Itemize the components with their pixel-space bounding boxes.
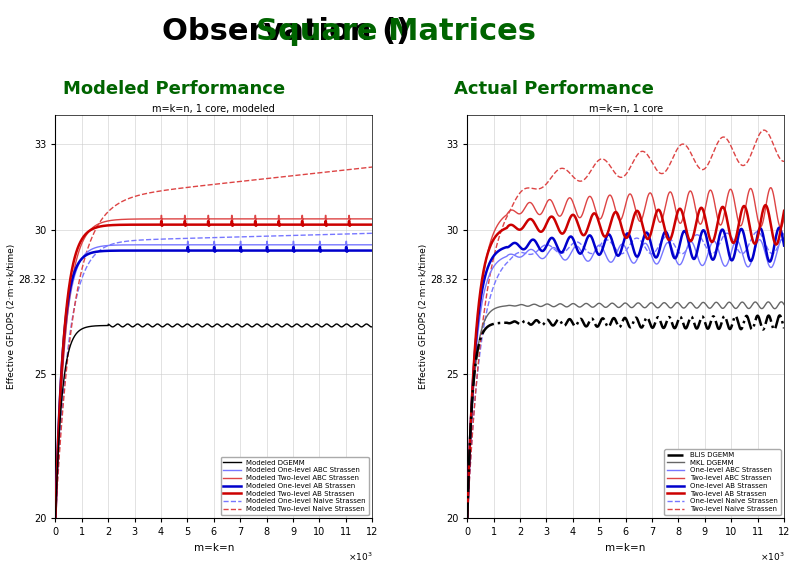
Legend: Modeled DGEMM, Modeled One-level ABC Strassen, Modeled Two-level ABC Strassen, M: Modeled DGEMM, Modeled One-level ABC Str…: [221, 457, 369, 515]
Title: m=k=n, 1 core: m=k=n, 1 core: [588, 104, 663, 115]
Text: Actual Performance: Actual Performance: [455, 80, 654, 98]
Text: $\times$10$^3$: $\times$10$^3$: [348, 551, 372, 563]
X-axis label: m=k=n: m=k=n: [606, 543, 645, 553]
Text: Observation (: Observation (: [162, 17, 396, 46]
Text: ): ): [396, 17, 410, 46]
Text: $\times$10$^3$: $\times$10$^3$: [760, 551, 784, 563]
Title: m=k=n, 1 core, modeled: m=k=n, 1 core, modeled: [153, 104, 275, 115]
Text: Square Matrices: Square Matrices: [256, 17, 536, 46]
Text: Modeled Performance: Modeled Performance: [63, 80, 285, 98]
X-axis label: m=k=n: m=k=n: [194, 543, 234, 553]
Legend: BLIS DGEMM, MKL DGEMM, One-level ABC Strassen, Two-level ABC Strassen, One-level: BLIS DGEMM, MKL DGEMM, One-level ABC Str…: [664, 449, 781, 515]
Y-axis label: Effective GFLOPS (2·m·n·k/time): Effective GFLOPS (2·m·n·k/time): [7, 244, 16, 389]
Y-axis label: Effective GFLOPS (2·m·n·k/time): Effective GFLOPS (2·m·n·k/time): [419, 244, 428, 389]
